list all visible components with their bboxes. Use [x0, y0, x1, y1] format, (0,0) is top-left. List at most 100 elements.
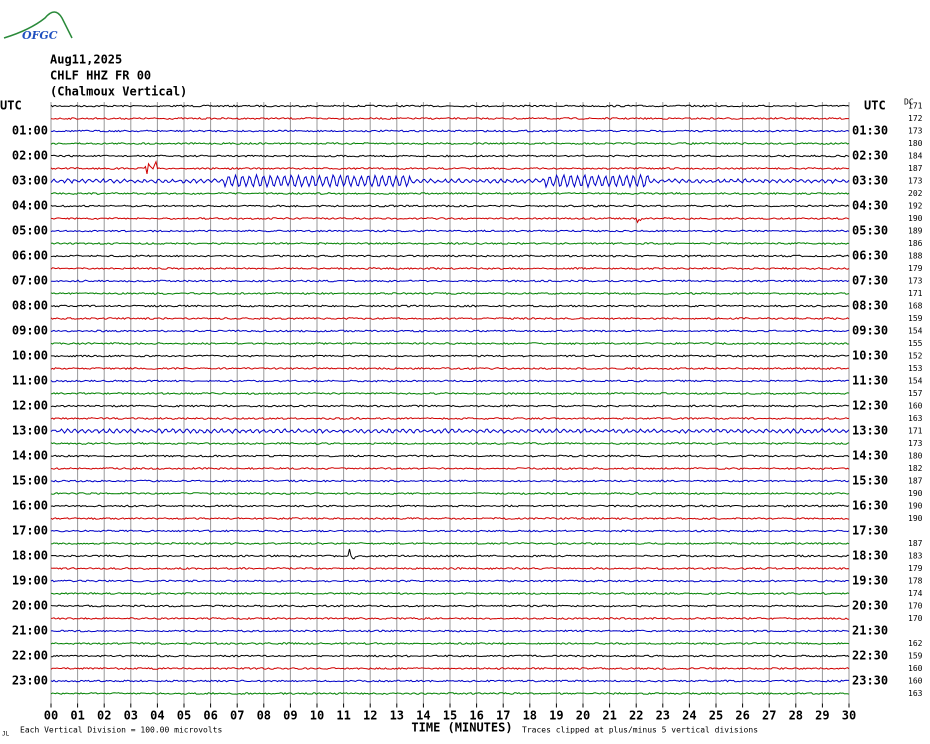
x-tick-label: 05	[177, 709, 191, 723]
trace	[50, 141, 850, 145]
row-label-left: 16:00	[12, 499, 48, 513]
row-label-left: UTC	[0, 99, 22, 113]
x-tick-label: 27	[762, 709, 776, 723]
dc-value: 187	[908, 164, 923, 173]
x-tick-label: 28	[789, 709, 803, 723]
dc-value: 202	[908, 189, 923, 198]
x-tick-label: 12	[363, 709, 377, 723]
dc-value: 192	[908, 202, 923, 211]
dc-value: 174	[908, 589, 923, 598]
x-tick-label: 00	[44, 709, 58, 723]
trace	[50, 329, 850, 333]
x-tick-label: 01	[70, 709, 84, 723]
trace	[50, 267, 850, 270]
trace	[50, 191, 850, 196]
trace	[50, 217, 850, 224]
dc-value: 171	[908, 289, 923, 298]
x-tick-label: 20	[576, 709, 590, 723]
row-label-left: 03:00	[12, 174, 48, 188]
trace	[50, 404, 849, 408]
trace	[50, 692, 850, 695]
x-tick-label: 06	[203, 709, 217, 723]
row-label-left: 17:00	[12, 524, 48, 538]
row-label-left: 11:00	[12, 374, 48, 388]
dc-value: 171	[908, 427, 923, 436]
dc-value: 163	[908, 689, 923, 698]
trace	[50, 242, 850, 245]
dc-value: 160	[908, 402, 923, 411]
trace	[50, 567, 850, 571]
logo-mark	[3, 11, 73, 39]
x-tick-label: 24	[682, 709, 696, 723]
x-tick-label: 25	[709, 709, 723, 723]
row-label-left: 10:00	[12, 349, 48, 363]
trace	[50, 173, 850, 189]
row-label-right: UTC	[864, 99, 886, 113]
row-label-left: 04:00	[12, 199, 48, 213]
row-label-left: 07:00	[12, 274, 48, 288]
trace	[50, 629, 850, 633]
row-label-left: 13:00	[12, 424, 48, 438]
dc-value: 187	[908, 477, 923, 486]
row-label-right: 13:30	[852, 424, 888, 438]
dc-value: 173	[908, 439, 923, 448]
dc-value: 152	[908, 352, 923, 361]
row-label-left: 14:00	[12, 449, 48, 463]
row-label-left: 09:00	[12, 324, 48, 338]
trace	[50, 642, 850, 645]
x-tick-label: 21	[602, 709, 616, 723]
dc-value: 184	[908, 152, 923, 161]
dc-value: 154	[908, 327, 923, 336]
dc-value: 186	[908, 239, 923, 248]
row-label-right: 12:30	[852, 399, 888, 413]
row-label-right: 04:30	[852, 199, 888, 213]
x-tick-label: 14	[416, 709, 430, 723]
dc-value: 154	[908, 377, 923, 386]
dc-value: 155	[908, 339, 923, 348]
x-tick-label: 29	[815, 709, 829, 723]
row-label-right: 07:30	[852, 274, 888, 288]
trace	[50, 204, 850, 208]
row-label-right: 14:30	[852, 449, 888, 463]
dc-value: 157	[908, 389, 923, 398]
x-tick-label: 26	[735, 709, 749, 723]
x-tick-label: 18	[523, 709, 537, 723]
dc-value: 160	[908, 677, 923, 686]
row-label-right: 15:30	[852, 474, 888, 488]
trace	[51, 354, 850, 358]
x-tick-label: 19	[549, 709, 563, 723]
x-tick-label: 30	[842, 709, 856, 723]
trace	[50, 616, 850, 620]
row-label-left: 19:00	[12, 574, 48, 588]
row-label-left: 22:00	[12, 649, 48, 663]
dc-value: 173	[908, 177, 923, 186]
trace	[51, 654, 850, 658]
row-label-left: 02:00	[12, 149, 48, 163]
x-tick-label: 04	[150, 709, 164, 723]
row-label-right: 10:30	[852, 349, 888, 363]
trace	[50, 342, 850, 345]
title-line: CHLF HHZ FR 00	[50, 69, 151, 83]
row-label-right: 08:30	[852, 299, 888, 313]
dc-label: DC	[904, 98, 914, 107]
trace	[50, 529, 850, 533]
x-tick-label: 08	[257, 709, 271, 723]
dc-value: 180	[908, 139, 923, 148]
row-label-left: 20:00	[12, 599, 48, 613]
row-label-right: 22:30	[852, 649, 888, 663]
dc-value: 159	[908, 652, 923, 661]
dc-value: 171	[908, 102, 923, 111]
trace	[50, 160, 850, 175]
row-label-left: 21:00	[12, 624, 48, 638]
trace	[50, 479, 850, 483]
dc-value: 189	[908, 227, 923, 236]
trace	[50, 679, 849, 683]
x-tick-label: 13	[390, 709, 404, 723]
dc-value: 179	[908, 264, 923, 273]
row-label-left: 06:00	[12, 249, 48, 263]
trace	[50, 116, 849, 120]
trace	[50, 104, 850, 108]
row-label-left: 12:00	[12, 399, 48, 413]
row-label-right: 06:30	[852, 249, 888, 263]
